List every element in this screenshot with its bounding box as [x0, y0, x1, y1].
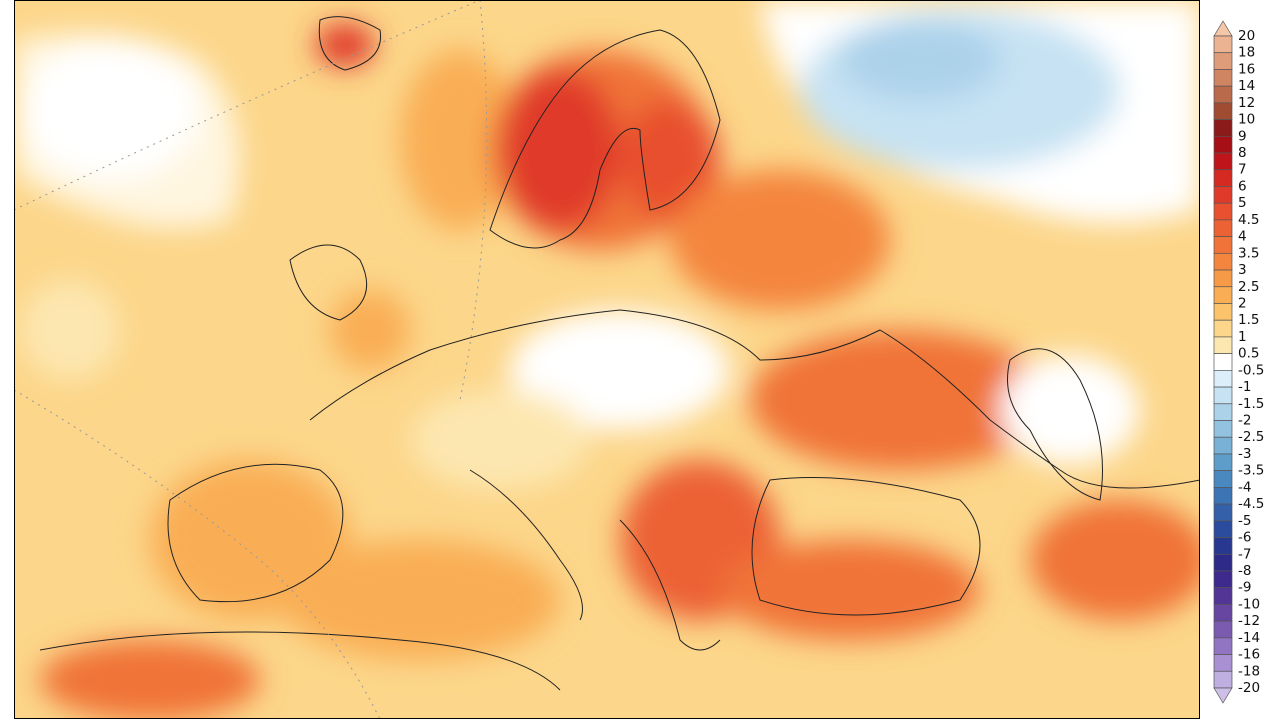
- colorbar-box: [1213, 152, 1233, 171]
- colorbar-label: 16: [1238, 61, 1255, 77]
- colorbar-label: 6: [1238, 178, 1247, 194]
- colorbar-box: [1213, 202, 1233, 221]
- colorbar-box: [1213, 553, 1233, 572]
- colorbar-box: [1213, 403, 1233, 421]
- colorbar-box: [1213, 386, 1233, 405]
- colorbar-box: [1213, 85, 1233, 104]
- colorbar-label: -3.5: [1238, 463, 1264, 479]
- colorbar-box: [1213, 52, 1233, 70]
- colorbar-box: [1213, 470, 1233, 488]
- colorbar-top-arrow: [1213, 20, 1233, 37]
- colorbar-bottom-arrow: [1213, 687, 1233, 704]
- colorbar-box: [1213, 336, 1233, 354]
- colorbar-label: -12: [1238, 613, 1260, 629]
- colorbar-label: -20: [1238, 680, 1260, 696]
- colorbar-label: -0.5: [1238, 362, 1264, 378]
- colorbar-box: [1213, 620, 1233, 639]
- colorbar-label: -6: [1238, 530, 1251, 546]
- colorbar-label: 5: [1238, 195, 1247, 211]
- colorbar: 201816141210987654.543.532.521.510.5-0.5…: [1213, 20, 1264, 704]
- colorbar-box: [1213, 119, 1233, 137]
- colorbar-label: 14: [1238, 78, 1255, 94]
- colorbar-box: [1213, 286, 1233, 304]
- colorbar-box: [1213, 35, 1233, 54]
- colorbar-label: -9: [1238, 580, 1251, 596]
- colorbar-label: 2: [1238, 295, 1247, 311]
- colorbar-label: 20: [1238, 28, 1255, 44]
- colorbar-box: [1213, 670, 1233, 689]
- colorbar-label: -2.5: [1238, 429, 1264, 445]
- colorbar-label: -4.5: [1238, 496, 1264, 512]
- colorbar-box: [1213, 503, 1233, 522]
- colorbar-box: [1213, 570, 1233, 589]
- colorbar-label: 2.5: [1238, 279, 1259, 295]
- colorbar-box: [1213, 420, 1233, 438]
- colorbar-box: [1213, 353, 1233, 371]
- anomaly-map: [14, 0, 1200, 719]
- colorbar-label: 10: [1238, 112, 1255, 128]
- colorbar-label: -8: [1238, 563, 1251, 579]
- colorbar-box: [1213, 269, 1233, 288]
- colorbar-box: [1213, 520, 1233, 538]
- colorbar-box: [1213, 319, 1233, 338]
- colorbar-label: 1: [1238, 329, 1247, 345]
- colorbar-label: 0.5: [1238, 346, 1259, 362]
- colorbar-label: 4.5: [1238, 212, 1259, 228]
- colorbar-label: 12: [1238, 95, 1255, 111]
- colorbar-label: 8: [1238, 145, 1247, 161]
- colorbar-label: -4: [1238, 479, 1251, 495]
- colorbar-label: 3.5: [1238, 245, 1259, 261]
- colorbar-label: -1.5: [1238, 396, 1264, 412]
- colorbar-box: [1213, 453, 1233, 472]
- colorbar-label: 18: [1238, 45, 1255, 61]
- colorbar-box: [1213, 135, 1233, 154]
- colorbar-box: [1213, 303, 1233, 321]
- colorbar-label: -7: [1238, 546, 1251, 562]
- colorbar-box: [1213, 436, 1233, 455]
- colorbar-label: 7: [1238, 162, 1247, 178]
- colorbar-label: 9: [1238, 128, 1247, 144]
- colorbar-label: -14: [1238, 630, 1260, 646]
- colorbar-label: 4: [1238, 229, 1247, 245]
- colorbar-box: [1213, 69, 1233, 87]
- colorbar-box: [1213, 637, 1233, 655]
- colorbar-label: 3: [1238, 262, 1247, 278]
- colorbar-label: -18: [1238, 663, 1260, 679]
- colorbar-box: [1213, 219, 1233, 237]
- colorbar-box: [1213, 487, 1233, 505]
- colorbar-box: [1213, 537, 1233, 555]
- colorbar-label: -10: [1238, 596, 1260, 612]
- colorbar-label: -1: [1238, 379, 1251, 395]
- colorbar-box: [1213, 252, 1233, 271]
- colorbar-box: [1213, 587, 1233, 605]
- colorbar-box: [1213, 370, 1233, 388]
- colorbar-box: [1213, 604, 1233, 622]
- colorbar-label: -2: [1238, 413, 1251, 429]
- colorbar-label: 1.5: [1238, 312, 1259, 328]
- colorbar-label: -16: [1238, 647, 1260, 663]
- colorbar-box: [1213, 102, 1233, 120]
- colorbar-label: -5: [1238, 513, 1251, 529]
- colorbar-box: [1213, 169, 1233, 187]
- colorbar-box: [1213, 236, 1233, 254]
- colorbar-label: -3: [1238, 446, 1251, 462]
- colorbar-box: [1213, 186, 1233, 204]
- colorbar-box: [1213, 654, 1233, 672]
